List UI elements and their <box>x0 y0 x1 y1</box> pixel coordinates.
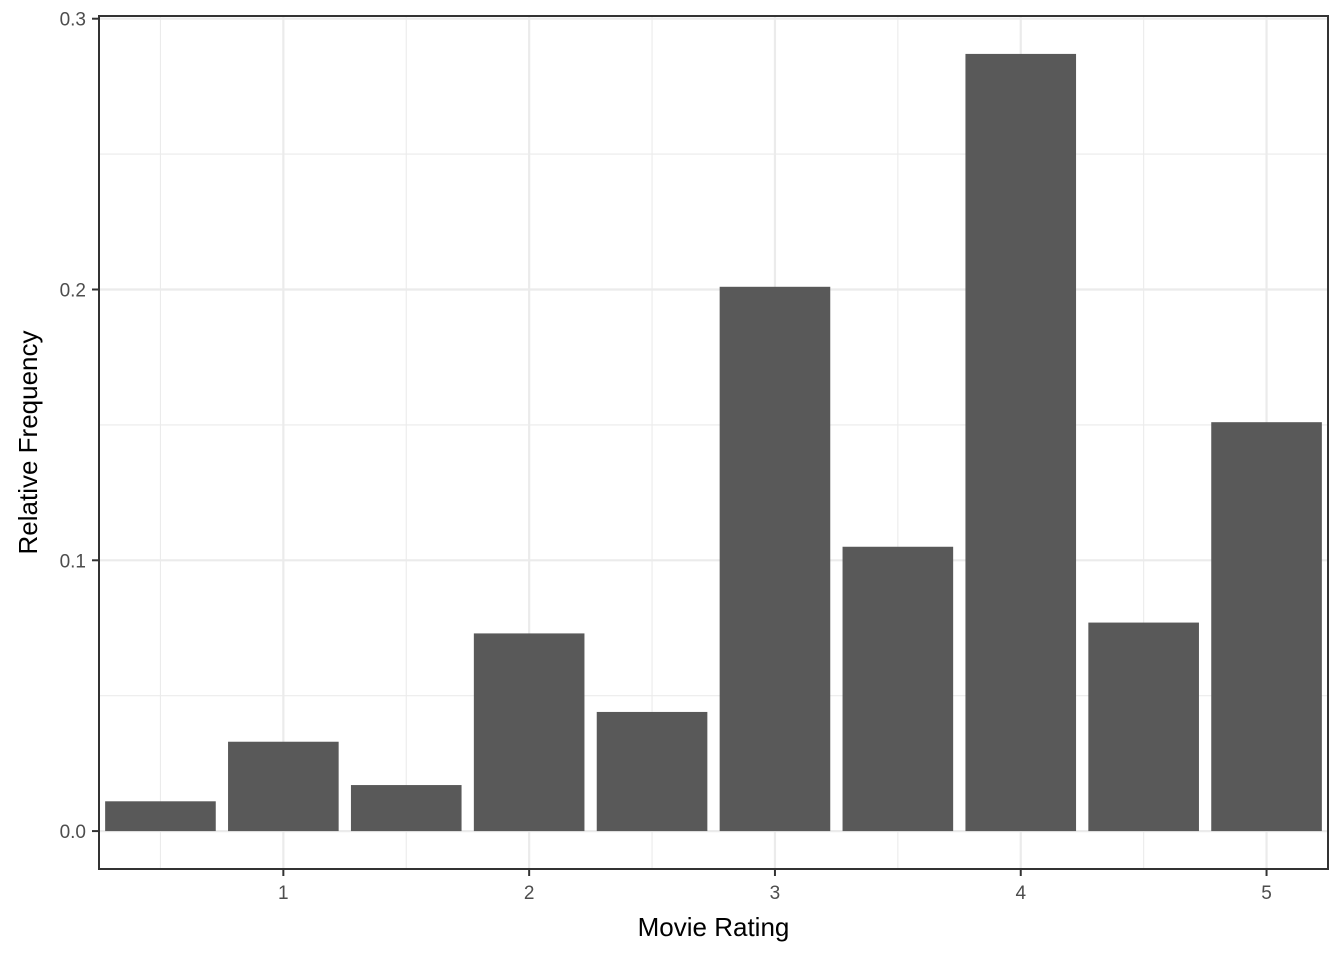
bar <box>1088 622 1199 832</box>
bar <box>473 633 585 832</box>
x-axis-title: Movie Rating <box>638 912 790 942</box>
x-tick-label: 2 <box>524 883 535 904</box>
bar <box>105 801 216 832</box>
bars <box>105 53 1322 832</box>
bar <box>350 785 462 832</box>
x-tick-label: 1 <box>278 883 289 904</box>
bar <box>719 286 831 832</box>
bar <box>228 741 339 832</box>
bar <box>965 53 1077 832</box>
y-tick-label: 0.2 <box>60 281 86 302</box>
y-axis-title: Relative Frequency <box>13 331 43 555</box>
panel-border <box>98 15 1329 870</box>
bar <box>1211 422 1322 832</box>
y-tick-label: 0.1 <box>60 551 86 572</box>
bar <box>596 711 708 832</box>
x-tick-label: 5 <box>1261 883 1272 904</box>
axes: 1 2 3 4 5 0.0 0.1 0.2 0.3 <box>60 10 1272 904</box>
bar <box>842 546 954 832</box>
x-tick-label: 4 <box>1015 883 1026 904</box>
y-tick-label: 0.3 <box>60 10 86 31</box>
x-tick-label: 3 <box>770 883 781 904</box>
y-tick-label: 0.0 <box>60 822 86 843</box>
